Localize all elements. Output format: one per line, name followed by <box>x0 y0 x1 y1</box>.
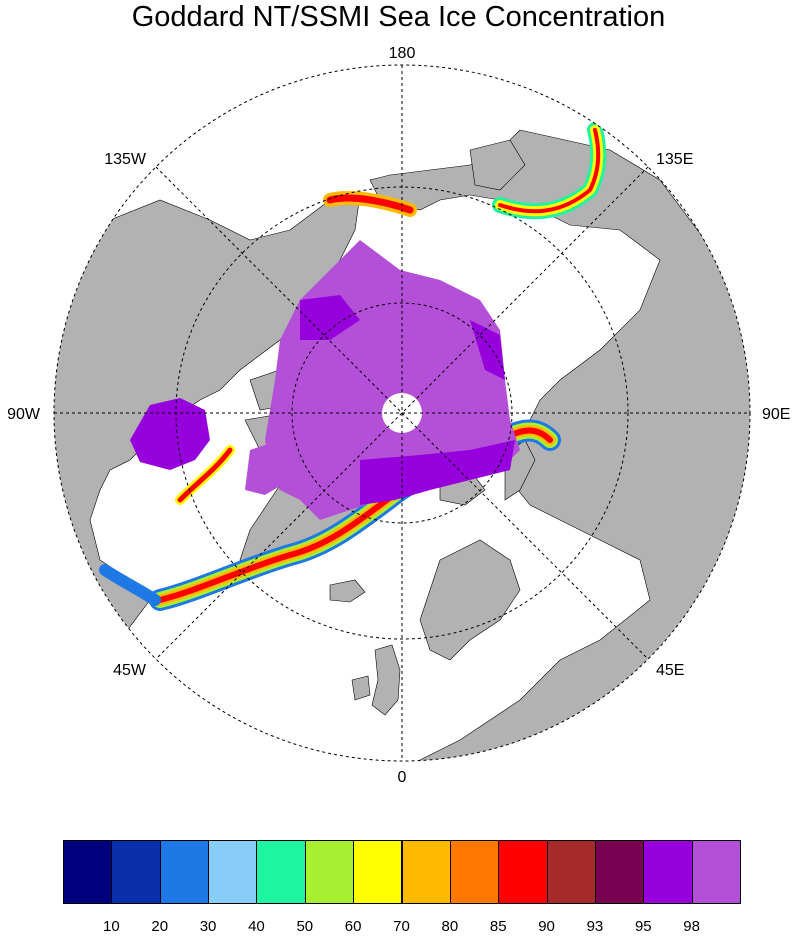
colorbar-label: 20 <box>151 918 169 935</box>
colorbar-swatch <box>159 840 210 904</box>
lon-label-45w: 45W <box>113 662 147 679</box>
colorbar-label: 50 <box>296 918 314 935</box>
lon-label-90w: 90W <box>7 406 41 423</box>
colorbar-swatch <box>546 840 596 904</box>
map-title: Goddard NT/SSMI Sea Ice Concentration <box>131 1 666 33</box>
colorbar-label: 10 <box>103 918 120 935</box>
colorbar-swatch <box>401 840 451 904</box>
colorbar-label: 93 <box>586 918 604 935</box>
colorbar-swatch <box>304 840 355 904</box>
colorbar-swatch <box>111 840 161 904</box>
colorbar-label: 80 <box>441 918 459 935</box>
lon-label-180: 180 <box>389 45 416 62</box>
colorbar-swatch <box>353 840 403 904</box>
colorbar-label: 40 <box>248 918 265 935</box>
colorbar-swatch <box>449 840 500 904</box>
lon-label-135e: 135E <box>656 151 693 168</box>
colorbar-swatch <box>63 840 113 904</box>
colorbar-swatch <box>643 840 693 904</box>
pack-ice <box>130 240 520 520</box>
colorbar-swatch <box>691 840 741 904</box>
colorbar-swatch <box>594 840 645 904</box>
colorbar-label: 85 <box>489 918 507 935</box>
colorbar-label: 90 <box>538 918 555 935</box>
british-isles-land <box>371 644 401 716</box>
polar-map: 180 135E 90E 45E 0 45W 90W 135W <box>7 45 790 786</box>
colorbar-label: 60 <box>344 918 362 935</box>
colorbar-swatch <box>208 840 258 904</box>
lon-label-45e: 45E <box>656 662 684 679</box>
colorbar-swatch <box>256 840 306 904</box>
lon-label-135w: 135W <box>104 151 147 168</box>
lon-label-90e: 90E <box>762 406 790 423</box>
colorbar-label: 70 <box>393 918 410 935</box>
iceland-land <box>329 579 366 603</box>
colorbar-swatch <box>498 840 548 904</box>
colorbar-label: 98 <box>683 918 700 935</box>
lon-label-0: 0 <box>398 769 407 786</box>
graticule <box>53 64 751 762</box>
scandinavia-land <box>419 539 521 661</box>
colorbar: 10 20 30 40 50 60 70 80 85 90 93 95 98 <box>63 840 741 935</box>
colorbar-label: 95 <box>634 918 652 935</box>
colorbar-label: 30 <box>199 918 217 935</box>
